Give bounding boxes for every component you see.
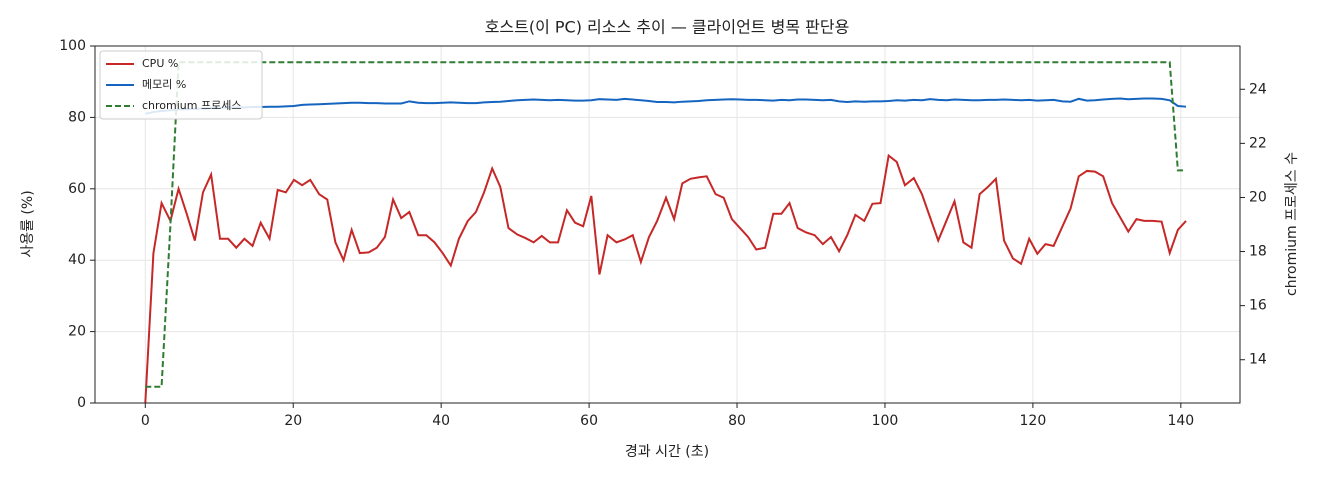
legend-label: CPU % bbox=[142, 57, 178, 70]
x-tick-label: 80 bbox=[728, 413, 746, 429]
y2-tick-label: 22 bbox=[1249, 135, 1267, 151]
x-tick-label: 20 bbox=[284, 413, 302, 429]
y-axis-label: 사용률 (%) bbox=[20, 190, 36, 257]
y2-axis-label: chromium 프로세스 수 bbox=[1284, 152, 1300, 296]
y2-tick-label: 20 bbox=[1249, 189, 1267, 205]
plot-frame bbox=[94, 45, 1241, 404]
y2-tick-label: 16 bbox=[1249, 298, 1267, 314]
x-tick-label: 120 bbox=[1020, 413, 1047, 429]
x-tick-label: 40 bbox=[432, 413, 450, 429]
grid bbox=[95, 45, 1240, 404]
x-axis-label: 경과 시간 (초) bbox=[625, 444, 709, 460]
x-tick-label: 60 bbox=[580, 413, 598, 429]
y-tick-label: 80 bbox=[68, 109, 86, 125]
series-line bbox=[145, 97, 1187, 115]
series-line bbox=[144, 153, 1187, 404]
y-tick-label: 0 bbox=[77, 395, 86, 411]
chart-title: 호스트(이 PC) 리소스 추이 — 클라이언트 병목 판단용 bbox=[485, 18, 850, 37]
legend-label: chromium 프로세스 bbox=[142, 99, 241, 112]
legend-label: 메모리 % bbox=[142, 78, 186, 91]
legend: CPU % 메모리 % chromium 프로세스 bbox=[99, 50, 263, 120]
y2-tick-label: 18 bbox=[1249, 244, 1267, 260]
x-tick-label: 0 bbox=[141, 413, 150, 429]
series-line bbox=[145, 61, 1186, 388]
y-tick-label: 40 bbox=[68, 252, 86, 268]
y-tick-label: 100 bbox=[59, 38, 86, 54]
y-tick-label: 60 bbox=[68, 181, 86, 197]
y-tick-label: 20 bbox=[68, 324, 86, 340]
x-tick-label: 100 bbox=[872, 413, 899, 429]
x-tick-label: 140 bbox=[1167, 413, 1194, 429]
y2-tick-label: 14 bbox=[1249, 352, 1267, 368]
y2-tick-label: 24 bbox=[1249, 81, 1267, 97]
legend-box bbox=[99, 50, 263, 120]
